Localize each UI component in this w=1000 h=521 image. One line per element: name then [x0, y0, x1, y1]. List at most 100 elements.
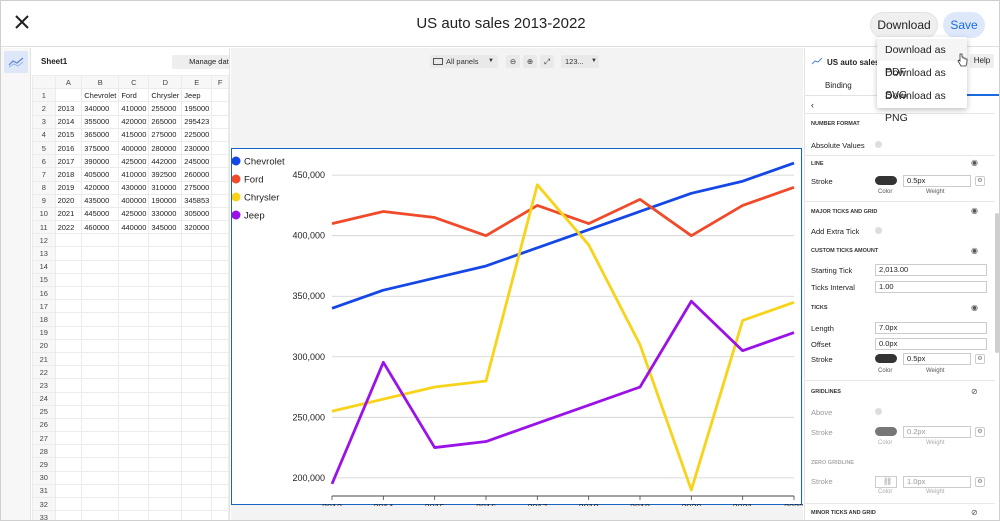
table-cell[interactable]: 2015: [54, 127, 83, 142]
table-cell[interactable]: [118, 246, 150, 261]
row-header[interactable]: 24: [32, 391, 56, 406]
table-cell[interactable]: [211, 127, 229, 142]
row-header[interactable]: 8: [32, 180, 56, 195]
table-cell[interactable]: 2021: [54, 206, 83, 222]
close-icon[interactable]: [11, 11, 33, 33]
row-header[interactable]: 13: [32, 246, 56, 261]
table-cell[interactable]: [54, 417, 83, 433]
row-header[interactable]: 14: [32, 259, 56, 274]
table-cell[interactable]: [81, 365, 120, 380]
table-cell[interactable]: [81, 496, 120, 512]
help-button[interactable]: Help: [970, 54, 994, 68]
table-cell[interactable]: [181, 391, 213, 406]
column-header[interactable]: B: [81, 74, 120, 90]
table-cell[interactable]: [211, 483, 229, 499]
table-cell[interactable]: [81, 378, 120, 393]
row-header[interactable]: 1: [32, 88, 56, 103]
table-cell[interactable]: [54, 444, 83, 459]
row-header[interactable]: 30: [32, 470, 56, 485]
table-cell[interactable]: [181, 365, 213, 380]
table-cell[interactable]: 195000: [181, 101, 213, 116]
table-cell[interactable]: [148, 351, 183, 367]
column-header[interactable]: [32, 74, 56, 90]
table-cell[interactable]: [148, 299, 183, 314]
eye-icon[interactable]: ◉: [971, 158, 978, 167]
table-cell[interactable]: [118, 338, 150, 353]
table-cell[interactable]: 260000: [181, 167, 213, 182]
table-cell[interactable]: [211, 470, 229, 485]
download-pdf-item[interactable]: Download as PDF: [877, 39, 967, 78]
table-cell[interactable]: 2014: [54, 114, 83, 129]
table-cell[interactable]: [118, 444, 150, 459]
table-cell[interactable]: [118, 417, 150, 433]
zero-weight-input[interactable]: 1.0px: [903, 476, 971, 488]
column-header[interactable]: F: [211, 74, 229, 90]
column-header[interactable]: E: [181, 74, 213, 90]
table-cell[interactable]: 265000: [148, 114, 183, 129]
table-cell[interactable]: 410000: [118, 101, 150, 116]
panel-scrollbar[interactable]: [995, 213, 999, 353]
table-cell[interactable]: [148, 233, 183, 248]
download-png-item[interactable]: Download as PNG: [885, 90, 946, 124]
table-cell[interactable]: [81, 233, 120, 248]
table-cell[interactable]: [181, 351, 213, 367]
table-cell[interactable]: 400000: [118, 193, 150, 208]
table-cell[interactable]: 2017: [54, 154, 83, 169]
table-cell[interactable]: 365000: [81, 127, 120, 142]
table-cell[interactable]: [118, 404, 150, 419]
table-cell[interactable]: [148, 470, 183, 485]
table-cell[interactable]: [181, 246, 213, 261]
table-cell[interactable]: [211, 246, 229, 261]
row-header[interactable]: 18: [32, 312, 56, 327]
table-cell[interactable]: [54, 351, 83, 367]
table-cell[interactable]: [81, 391, 120, 406]
table-cell[interactable]: [211, 417, 229, 433]
table-cell[interactable]: [118, 510, 150, 520]
table-cell[interactable]: 345853: [181, 193, 213, 208]
ticks-interval-input[interactable]: 1.00: [875, 281, 987, 293]
table-cell[interactable]: [54, 431, 83, 446]
table-cell[interactable]: 430000: [118, 180, 150, 195]
table-cell[interactable]: [181, 470, 213, 485]
table-cell[interactable]: 375000: [81, 140, 120, 156]
table-cell[interactable]: [211, 259, 229, 274]
table-cell[interactable]: [181, 299, 213, 314]
table-cell[interactable]: 230000: [181, 140, 213, 156]
table-cell[interactable]: [54, 391, 83, 406]
row-header[interactable]: 4: [32, 127, 56, 142]
table-cell[interactable]: [211, 272, 229, 288]
table-cell[interactable]: [181, 457, 213, 472]
table-cell[interactable]: 245000: [181, 154, 213, 169]
above-checkbox[interactable]: [875, 408, 882, 415]
table-cell[interactable]: [118, 378, 150, 393]
row-header[interactable]: 33: [32, 510, 56, 520]
table-cell[interactable]: [118, 233, 150, 248]
table-cell[interactable]: [181, 285, 213, 301]
absolute-values-checkbox[interactable]: [875, 141, 882, 148]
row-header[interactable]: 15: [32, 272, 56, 288]
table-cell[interactable]: [81, 285, 120, 301]
table-cell[interactable]: [211, 510, 229, 520]
table-cell[interactable]: 442000: [148, 154, 183, 169]
gear-icon[interactable]: ⚙: [975, 477, 985, 487]
table-cell[interactable]: 305000: [181, 206, 213, 222]
download-button[interactable]: Download: [870, 12, 938, 38]
table-cell[interactable]: 345000: [148, 220, 183, 235]
table-cell[interactable]: [148, 378, 183, 393]
table-cell[interactable]: 445000: [81, 206, 120, 222]
table-cell[interactable]: [118, 496, 150, 512]
table-cell[interactable]: [54, 378, 83, 393]
link-icon[interactable]: ⛓: [875, 476, 897, 488]
table-cell[interactable]: 2019: [54, 180, 83, 195]
table-cell[interactable]: 330000: [148, 206, 183, 222]
table-cell[interactable]: 420000: [81, 180, 120, 195]
table-cell[interactable]: [181, 496, 213, 512]
table-cell[interactable]: [211, 404, 229, 419]
line-weight-input[interactable]: 0.5px: [903, 175, 971, 187]
table-cell[interactable]: [181, 483, 213, 499]
table-cell[interactable]: [211, 285, 229, 301]
table-cell[interactable]: [211, 391, 229, 406]
row-header[interactable]: 5: [32, 140, 56, 156]
table-cell[interactable]: [211, 88, 229, 103]
table-cell[interactable]: [118, 365, 150, 380]
